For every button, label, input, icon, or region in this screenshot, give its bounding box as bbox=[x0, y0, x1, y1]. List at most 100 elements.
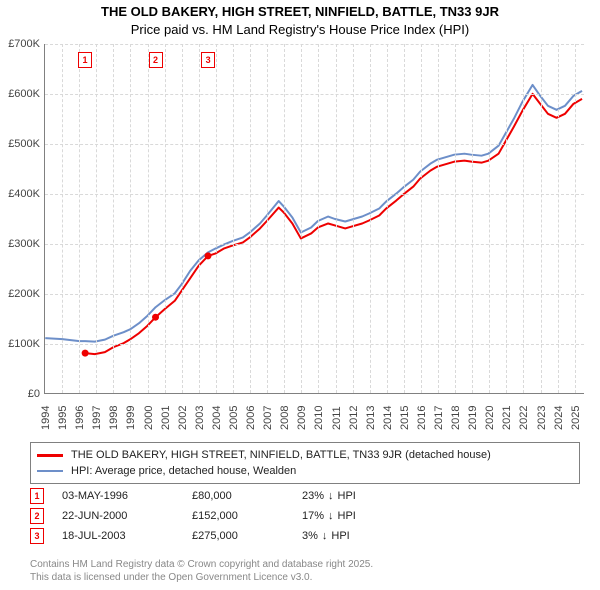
x-tick-label: 2025 bbox=[570, 406, 582, 430]
sale-row-hpi-label: HPI bbox=[338, 490, 356, 502]
arrow-down-icon: ↓ bbox=[322, 530, 328, 542]
x-tick-label: 2002 bbox=[177, 406, 189, 430]
gridline-h bbox=[45, 244, 584, 245]
gridline-v bbox=[541, 44, 542, 393]
gridline-v bbox=[370, 44, 371, 393]
sale-row-marker: 2 bbox=[30, 508, 44, 524]
sale-row-price: £275,000 bbox=[192, 530, 302, 542]
legend-swatch bbox=[37, 470, 63, 472]
arrow-down-icon: ↓ bbox=[328, 510, 334, 522]
y-tick-label: £500K bbox=[0, 138, 40, 150]
gridline-v bbox=[558, 44, 559, 393]
sale-point-3 bbox=[205, 252, 212, 259]
x-tick-label: 1997 bbox=[91, 406, 103, 430]
gridline-h bbox=[45, 344, 584, 345]
x-tick-label: 2012 bbox=[348, 406, 360, 430]
gridline-v bbox=[267, 44, 268, 393]
gridline-v bbox=[284, 44, 285, 393]
x-tick-label: 2019 bbox=[467, 406, 479, 430]
series-hpi bbox=[45, 85, 582, 342]
gridline-v bbox=[421, 44, 422, 393]
sale-row-hpi-label: HPI bbox=[331, 530, 349, 542]
x-tick-label: 2007 bbox=[262, 406, 274, 430]
sale-row: 222-JUN-2000£152,00017%↓HPI bbox=[30, 506, 356, 526]
gridline-v bbox=[506, 44, 507, 393]
gridline-v bbox=[404, 44, 405, 393]
x-tick-label: 1994 bbox=[40, 406, 52, 430]
sale-row-hpi-label: HPI bbox=[338, 510, 356, 522]
x-tick-label: 1999 bbox=[125, 406, 137, 430]
footer-attribution: Contains HM Land Registry data © Crown c… bbox=[30, 559, 373, 584]
y-tick-label: £700K bbox=[0, 38, 40, 50]
gridline-v bbox=[250, 44, 251, 393]
sale-row-diff: 23% ↓ HPI bbox=[302, 490, 356, 502]
gridline-v bbox=[438, 44, 439, 393]
legend-label: THE OLD BAKERY, HIGH STREET, NINFIELD, B… bbox=[71, 449, 491, 461]
x-tick-label: 2011 bbox=[331, 406, 343, 430]
x-tick-label: 2005 bbox=[228, 406, 240, 430]
y-tick-label: £100K bbox=[0, 338, 40, 350]
x-tick-label: 2008 bbox=[279, 406, 291, 430]
x-tick-label: 2023 bbox=[536, 406, 548, 430]
gridline-v bbox=[182, 44, 183, 393]
sale-row: 318-JUL-2003£275,0003%↓HPI bbox=[30, 526, 356, 546]
sale-row-diff: 3% ↓HPI bbox=[302, 530, 350, 542]
gridline-h bbox=[45, 194, 584, 195]
plot-area: 1 2 3 bbox=[44, 44, 584, 394]
x-tick-label: 2001 bbox=[160, 406, 172, 430]
x-tick-label: 2020 bbox=[484, 406, 496, 430]
x-tick-label: 2004 bbox=[211, 406, 223, 430]
chart-title-line1: THE OLD BAKERY, HIGH STREET, NINFIELD, B… bbox=[0, 4, 600, 19]
gridline-v bbox=[96, 44, 97, 393]
x-tick-label: 2000 bbox=[143, 406, 155, 430]
gridline-v bbox=[336, 44, 337, 393]
gridline-v bbox=[472, 44, 473, 393]
sale-point-1 bbox=[82, 350, 89, 357]
x-tick-label: 2010 bbox=[313, 406, 325, 430]
footer-line2: This data is licensed under the Open Gov… bbox=[30, 572, 373, 585]
x-tick-label: 1998 bbox=[108, 406, 120, 430]
y-tick-label: £0 bbox=[0, 388, 40, 400]
legend-row: HPI: Average price, detached house, Weal… bbox=[37, 463, 573, 479]
y-tick-label: £200K bbox=[0, 288, 40, 300]
gridline-v bbox=[523, 44, 524, 393]
sale-row-diff: 17%↓HPI bbox=[302, 510, 356, 522]
sale-row-price: £152,000 bbox=[192, 510, 302, 522]
x-tick-label: 2016 bbox=[416, 406, 428, 430]
sale-row-date: 22-JUN-2000 bbox=[62, 510, 192, 522]
x-tick-label: 2013 bbox=[365, 406, 377, 430]
x-tick-label: 2022 bbox=[518, 406, 530, 430]
sale-flag-2: 2 bbox=[149, 52, 163, 68]
series-price_paid bbox=[85, 94, 582, 354]
chart-title-line2: Price paid vs. HM Land Registry's House … bbox=[0, 22, 600, 37]
x-tick-label: 2021 bbox=[501, 406, 513, 430]
gridline-h bbox=[45, 294, 584, 295]
sale-row-diff-pct: 23% bbox=[302, 490, 324, 502]
sale-flag-3: 3 bbox=[201, 52, 215, 68]
gridline-v bbox=[113, 44, 114, 393]
gridline-v bbox=[216, 44, 217, 393]
gridline-v bbox=[148, 44, 149, 393]
gridline-v bbox=[387, 44, 388, 393]
legend-swatch bbox=[37, 454, 63, 457]
gridline-h bbox=[45, 144, 584, 145]
x-tick-label: 2015 bbox=[399, 406, 411, 430]
gridline-v bbox=[489, 44, 490, 393]
gridline-v bbox=[199, 44, 200, 393]
x-tick-label: 2006 bbox=[245, 406, 257, 430]
y-tick-label: £600K bbox=[0, 88, 40, 100]
sale-row-diff-pct: 3% bbox=[302, 530, 318, 542]
x-tick-label: 2018 bbox=[450, 406, 462, 430]
x-tick-label: 2017 bbox=[433, 406, 445, 430]
gridline-v bbox=[353, 44, 354, 393]
arrow-down-icon: ↓ bbox=[328, 490, 334, 502]
legend-label: HPI: Average price, detached house, Weal… bbox=[71, 465, 296, 477]
gridline-v bbox=[233, 44, 234, 393]
sale-flag-1: 1 bbox=[78, 52, 92, 68]
gridline-v bbox=[318, 44, 319, 393]
gridline-v bbox=[455, 44, 456, 393]
gridline-v bbox=[575, 44, 576, 393]
sale-point-2 bbox=[152, 314, 159, 321]
x-tick-label: 2014 bbox=[382, 406, 394, 430]
sale-row-marker: 3 bbox=[30, 528, 44, 544]
